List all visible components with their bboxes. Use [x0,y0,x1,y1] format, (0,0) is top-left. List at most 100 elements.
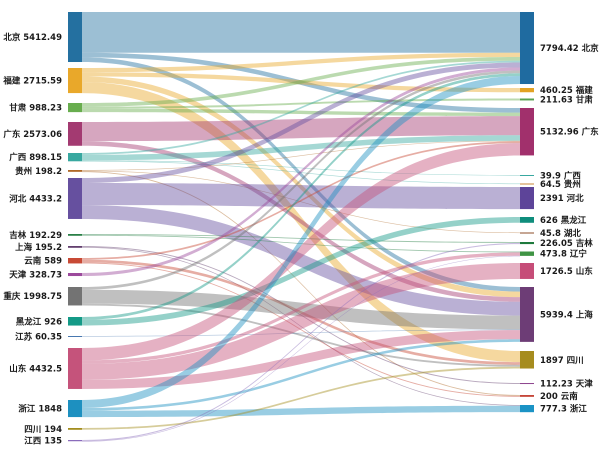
sankey-node-label-right-云南: 200 云南 [540,391,578,402]
sankey-node-label-left-黑龙江: 黑龙江 926 [16,316,62,327]
sankey-node-right-广东[interactable] [520,108,534,156]
sankey-link-山东-广东[interactable] [82,143,520,361]
sankey-node-label-right-福建: 460.25 福建 [540,85,593,96]
sankey-node-right-福建[interactable] [520,88,534,93]
sankey-node-right-四川[interactable] [520,351,534,369]
sankey-link-重庆-北京[interactable] [82,70,520,290]
sankey-link-云南-广东[interactable] [82,141,520,260]
sankey-node-label-left-四川: 四川 194 [24,425,62,435]
sankey-node-right-湖北[interactable] [520,232,534,234]
sankey-node-right-辽宁[interactable] [520,251,534,256]
sankey-node-right-黑龙江[interactable] [520,217,534,223]
sankey-link-吉林-辽宁[interactable] [82,234,520,253]
sankey-link-山东-山东[interactable] [82,263,520,380]
sankey-node-right-河北[interactable] [520,187,534,210]
sankey-node-right-天津[interactable] [520,383,534,385]
sankey-link-广东-广东[interactable] [82,116,520,142]
sankey-link-河北-北京[interactable] [82,62,520,184]
sankey-node-left-浙江[interactable] [68,400,82,418]
sankey-link-甘肃-广东[interactable] [82,108,520,117]
sankey-link-河北-上海[interactable] [82,205,520,316]
sankey-link-江西-吉林[interactable] [82,242,520,442]
sankey-node-left-江苏[interactable] [68,336,82,337]
sankey-link-福建-上海[interactable] [82,76,520,298]
sankey-node-right-上海[interactable] [520,287,534,342]
sankey-node-label-left-重庆: 重庆 1998.75 [3,291,62,302]
sankey-link-广西-广东[interactable] [82,135,520,161]
sankey-node-left-福建[interactable] [68,68,82,94]
sankey-node-label-left-江西: 江西 135 [24,436,62,447]
sankey-link-重庆-四川[interactable] [82,303,520,367]
sankey-node-label-left-贵州: 贵州 198.2 [15,166,62,177]
sankey-node-right-云南[interactable] [520,395,534,397]
sankey-link-甘肃-北京[interactable] [82,56,520,107]
sankey-node-left-甘肃[interactable] [68,103,82,113]
sankey-link-河北-河北[interactable] [82,183,520,210]
sankey-link-福建-福建[interactable] [82,72,520,93]
sankey-node-label-left-广西: 广西 898.15 [9,152,62,163]
sankey-link-广东-上海[interactable] [82,141,520,302]
sankey-link-江苏-上海[interactable] [82,329,520,337]
sankey-node-left-吉林[interactable] [68,234,82,236]
sankey-node-right-北京[interactable] [520,12,534,85]
sankey-link-吉林-吉林[interactable] [82,234,520,243]
sankey-node-label-right-湖北: 45.8 湖北 [540,228,581,239]
sankey-link-黑龙江-北京[interactable] [82,73,520,320]
sankey-node-right-浙江[interactable] [520,405,534,413]
sankey-link-黑龙江-黑龙江[interactable] [82,217,520,326]
sankey-node-left-重庆[interactable] [68,287,82,306]
sankey-link-上海-天津[interactable] [82,246,520,385]
sankey-link-江西-辽宁[interactable] [82,255,520,442]
sankey-node-right-山东[interactable] [520,263,534,279]
sankey-link-贵州-广东[interactable] [82,140,520,171]
sankey-node-right-广西[interactable] [520,175,534,176]
sankey-node-left-河北[interactable] [68,178,82,219]
sankey-node-label-right-上海: 5939.4 上海 [540,309,593,320]
sankey-node-label-right-天津: 112.23 天津 [540,379,593,390]
sankey-node-left-北京[interactable] [68,12,82,63]
sankey-node-left-江西[interactable] [68,440,82,442]
sankey-node-left-山东[interactable] [68,348,82,389]
sankey-node-label-right-黑龙江: 626 黑龙江 [540,215,587,226]
sankey-node-label-left-江苏: 江苏 60.35 [15,332,62,343]
sankey-node-left-广西[interactable] [68,153,82,162]
sankey-link-浙江-浙江[interactable] [82,405,520,418]
sankey-link-广西-贵州[interactable] [82,160,520,185]
sankey-node-label-right-甘肃: 211.63 甘肃 [540,94,593,105]
sankey-link-重庆-上海[interactable] [82,289,520,330]
sankey-node-right-吉林[interactable] [520,242,534,245]
sankey-node-left-黑龙江[interactable] [68,317,82,326]
sankey-node-right-甘肃[interactable] [520,98,534,101]
sankey-link-贵州-云南[interactable] [82,171,520,396]
sankey-link-四川-四川[interactable] [82,366,520,430]
sankey-link-北京-上海[interactable] [82,57,520,292]
sankey-node-left-广东[interactable] [68,122,82,146]
sankey-link-福建-北京[interactable] [82,52,520,73]
sankey-links [82,12,520,442]
sankey-link-福建-四川[interactable] [82,82,520,363]
sankey-link-北京-北京[interactable] [82,12,520,53]
sankey-node-right-贵州[interactable] [520,183,534,185]
sankey-node-label-right-吉林: 226.05 吉林 [540,238,593,249]
sankey-link-天津-北京[interactable] [82,67,520,277]
sankey-node-label-left-上海: 上海 195.2 [15,242,62,253]
sankey-link-浙江-上海[interactable] [82,339,520,411]
sankey-link-山东-上海[interactable] [82,330,520,389]
sankey-link-山东-辽宁[interactable] [82,252,520,364]
sankey-link-云南-四川[interactable] [82,259,520,365]
sankey-link-上海-浙江[interactable] [82,247,520,406]
sankey-node-left-四川[interactable] [68,428,82,430]
sankey-node-label-right-广西: 39.9 广西 [540,171,581,182]
sankey-node-left-上海[interactable] [68,246,82,248]
sankey-node-left-云南[interactable] [68,258,82,264]
sankey-node-left-天津[interactable] [68,273,82,277]
sankey-link-浙江-北京[interactable] [82,76,520,409]
sankey-link-北京-广东[interactable] [82,52,520,113]
sankey-link-甘肃-甘肃[interactable] [82,98,520,109]
sankey-link-云南-云南[interactable] [82,262,520,397]
sankey-link-贵州-湖北[interactable] [82,170,520,234]
sankey-link-广西-广西[interactable] [82,160,520,176]
sankey-link-广西-北京[interactable] [82,60,520,155]
sankey-node-left-贵州[interactable] [68,170,82,172]
sankey-node-label-left-甘肃: 甘肃 988.23 [9,103,62,114]
